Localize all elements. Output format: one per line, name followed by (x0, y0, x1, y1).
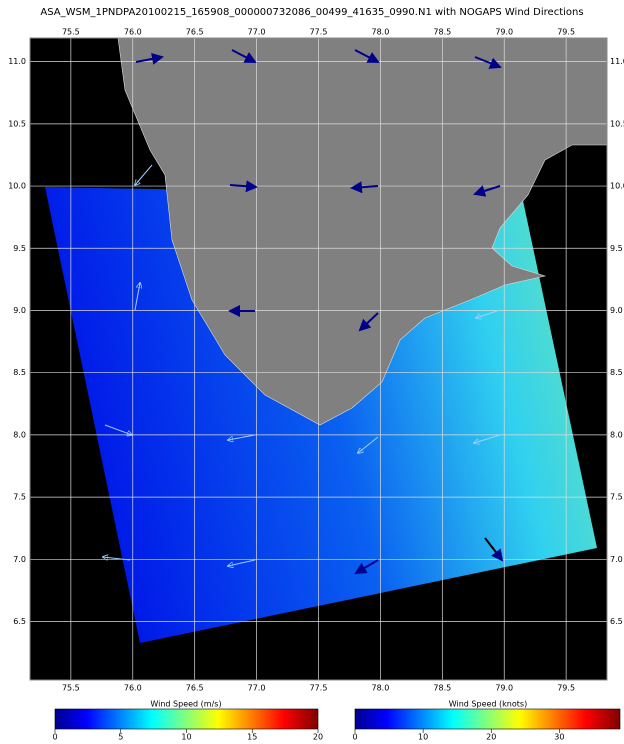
lon-tick-label: 75.5 (62, 28, 80, 37)
lon-tick-label: 79.0 (495, 684, 513, 693)
colorbar-tick-label: 0 (52, 733, 57, 741)
lat-tick-label: 7.0 (13, 555, 26, 564)
lat-tick-label: 7.0 (610, 555, 623, 564)
lat-tick-label: 11.0 (610, 57, 624, 66)
lat-tick-label: 10.5 (610, 119, 624, 128)
lon-tick-label: 78.0 (372, 28, 390, 37)
colorbar: Wind Speed (knots) 0 10 20 30 (352, 700, 620, 741)
lat-tick-label: 7.5 (610, 493, 623, 502)
lat-tick-label: 9.0 (610, 306, 623, 315)
lon-tick-label: 76.0 (124, 684, 142, 693)
page: ASA_WSM_1PNDPA20100215_165908_0000007320… (0, 0, 624, 740)
lon-tick-label: 77.5 (310, 684, 328, 693)
colorbar-tick-label: 30 (554, 733, 564, 741)
colorbar-label: Wind Speed (knots) (449, 700, 527, 709)
lat-tick-label: 6.5 (610, 617, 623, 626)
lat-tick-label: 9.5 (13, 244, 26, 253)
title: ASA_WSM_1PNDPA20100215_165908_0000007320… (40, 7, 583, 18)
colorbar-tick-label: 10 (181, 733, 191, 741)
lon-tick-label: 78.5 (433, 684, 451, 693)
colorbar: Wind Speed (m/s) 0 5 10 15 20 (52, 700, 323, 741)
colorbar-tick-label: 15 (247, 733, 257, 741)
lon-tick-label: 78.5 (433, 28, 451, 37)
lat-tick-label: 8.0 (13, 430, 26, 439)
lon-tick-label: 78.0 (372, 684, 390, 693)
lat-tick-label: 8.0 (610, 430, 623, 439)
colorbar-scale (355, 709, 620, 729)
lon-tick-label: 79.5 (557, 28, 575, 37)
colorbar-tick-label: 20 (313, 733, 323, 741)
lat-tick-label: 8.5 (13, 368, 26, 377)
lat-tick-label: 8.5 (610, 368, 623, 377)
lat-tick-label: 6.5 (13, 617, 26, 626)
lon-tick-label: 77.0 (248, 28, 266, 37)
lon-tick-label: 76.5 (186, 684, 204, 693)
colorbar-tick-label: 10 (418, 733, 428, 741)
lon-tick-label: 77.0 (248, 684, 266, 693)
colorbar-tick-label: 0 (352, 733, 357, 741)
map (30, 38, 607, 680)
lat-tick-label: 9.0 (13, 306, 26, 315)
lon-tick-label: 75.5 (62, 684, 80, 693)
colorbar-label: Wind Speed (m/s) (150, 700, 221, 709)
colorbar-tick-label: 20 (486, 733, 496, 741)
lon-tick-label: 76.5 (186, 28, 204, 37)
lat-tick-label: 11.0 (8, 57, 26, 66)
lon-tick-label: 79.0 (495, 28, 513, 37)
lat-tick-label: 10.0 (8, 182, 26, 191)
lat-tick-label: 9.5 (610, 244, 623, 253)
lat-tick-label: 7.5 (13, 493, 26, 502)
lon-tick-label: 76.0 (124, 28, 142, 37)
lon-tick-label: 77.5 (310, 28, 328, 37)
colorbar-scale (55, 709, 318, 729)
colorbar-tick-label: 5 (118, 733, 123, 741)
lat-tick-label: 10.5 (8, 119, 26, 128)
lon-tick-label: 79.5 (557, 684, 575, 693)
lat-tick-label: 10.0 (610, 182, 624, 191)
